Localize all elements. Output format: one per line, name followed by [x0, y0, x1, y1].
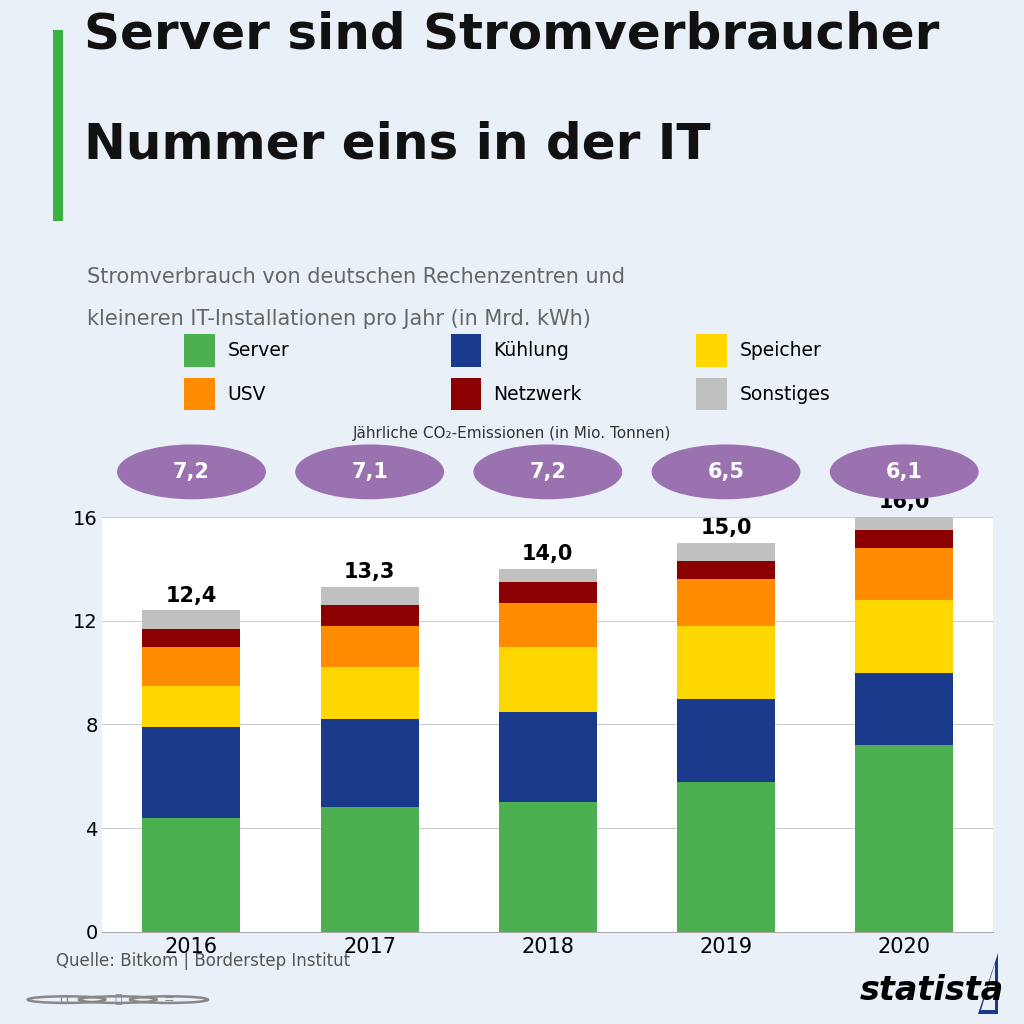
Text: 7,2: 7,2: [529, 462, 566, 482]
Ellipse shape: [474, 445, 622, 499]
Ellipse shape: [830, 445, 978, 499]
Bar: [677, 698, 775, 781]
Bar: [499, 802, 597, 932]
Text: 7,2: 7,2: [173, 462, 210, 482]
Bar: [321, 668, 419, 719]
Text: 16,0: 16,0: [879, 493, 930, 512]
Bar: [142, 610, 241, 629]
Bar: [677, 626, 775, 698]
Bar: [142, 727, 241, 818]
Bar: [321, 587, 419, 605]
Bar: [142, 818, 241, 932]
Text: cc: cc: [59, 993, 74, 1007]
FancyBboxPatch shape: [53, 30, 63, 221]
Text: Stromverbrauch von deutschen Rechenzentren und: Stromverbrauch von deutschen Rechenzentr…: [87, 266, 625, 287]
Bar: [321, 605, 419, 626]
Text: 6,1: 6,1: [886, 462, 923, 482]
Bar: [855, 745, 953, 932]
Ellipse shape: [652, 445, 800, 499]
FancyBboxPatch shape: [696, 379, 727, 412]
FancyBboxPatch shape: [184, 379, 215, 412]
Bar: [499, 582, 597, 603]
Ellipse shape: [118, 445, 265, 499]
Text: Kühlung: Kühlung: [494, 341, 569, 360]
Text: Speicher: Speicher: [739, 341, 821, 360]
Bar: [142, 629, 241, 647]
FancyBboxPatch shape: [451, 334, 481, 367]
Bar: [321, 626, 419, 668]
Bar: [677, 580, 775, 626]
FancyBboxPatch shape: [184, 334, 215, 367]
Text: =: =: [164, 993, 174, 1007]
Text: USV: USV: [227, 385, 266, 404]
Text: Server: Server: [227, 341, 289, 360]
Text: ⓘ: ⓘ: [114, 993, 122, 1007]
Text: Sonstiges: Sonstiges: [739, 385, 830, 404]
Polygon shape: [981, 963, 995, 1010]
Text: 7,1: 7,1: [351, 462, 388, 482]
FancyBboxPatch shape: [696, 334, 727, 367]
Text: 6,5: 6,5: [708, 462, 744, 482]
Bar: [855, 530, 953, 548]
Bar: [499, 603, 597, 647]
FancyBboxPatch shape: [451, 379, 481, 412]
Bar: [142, 686, 241, 727]
Polygon shape: [978, 952, 998, 1014]
Bar: [499, 569, 597, 582]
Text: statista: statista: [860, 975, 1005, 1008]
Text: 13,3: 13,3: [344, 562, 395, 583]
Text: kleineren IT-Installationen pro Jahr (in Mrd. kWh): kleineren IT-Installationen pro Jahr (in…: [87, 309, 591, 329]
Bar: [499, 712, 597, 802]
Bar: [321, 719, 419, 807]
Bar: [855, 548, 953, 600]
Text: Quelle: Bitkom | Borderstep Institut: Quelle: Bitkom | Borderstep Institut: [56, 952, 350, 971]
Text: Nummer eins in der IT: Nummer eins in der IT: [84, 121, 711, 168]
Bar: [499, 647, 597, 712]
Bar: [855, 600, 953, 673]
Text: Netzwerk: Netzwerk: [494, 385, 582, 404]
Text: Server sind Stromverbraucher: Server sind Stromverbraucher: [84, 10, 939, 58]
Bar: [321, 807, 419, 932]
Bar: [855, 517, 953, 530]
Ellipse shape: [296, 445, 443, 499]
Text: Jährliche CO₂-Emissionen (in Mio. Tonnen): Jährliche CO₂-Emissionen (in Mio. Tonnen…: [353, 426, 671, 440]
Text: 14,0: 14,0: [522, 545, 573, 564]
Text: 12,4: 12,4: [166, 586, 217, 606]
Bar: [677, 543, 775, 561]
Bar: [142, 647, 241, 686]
Bar: [677, 561, 775, 580]
Text: 15,0: 15,0: [700, 518, 752, 539]
Bar: [677, 781, 775, 932]
Bar: [855, 673, 953, 745]
